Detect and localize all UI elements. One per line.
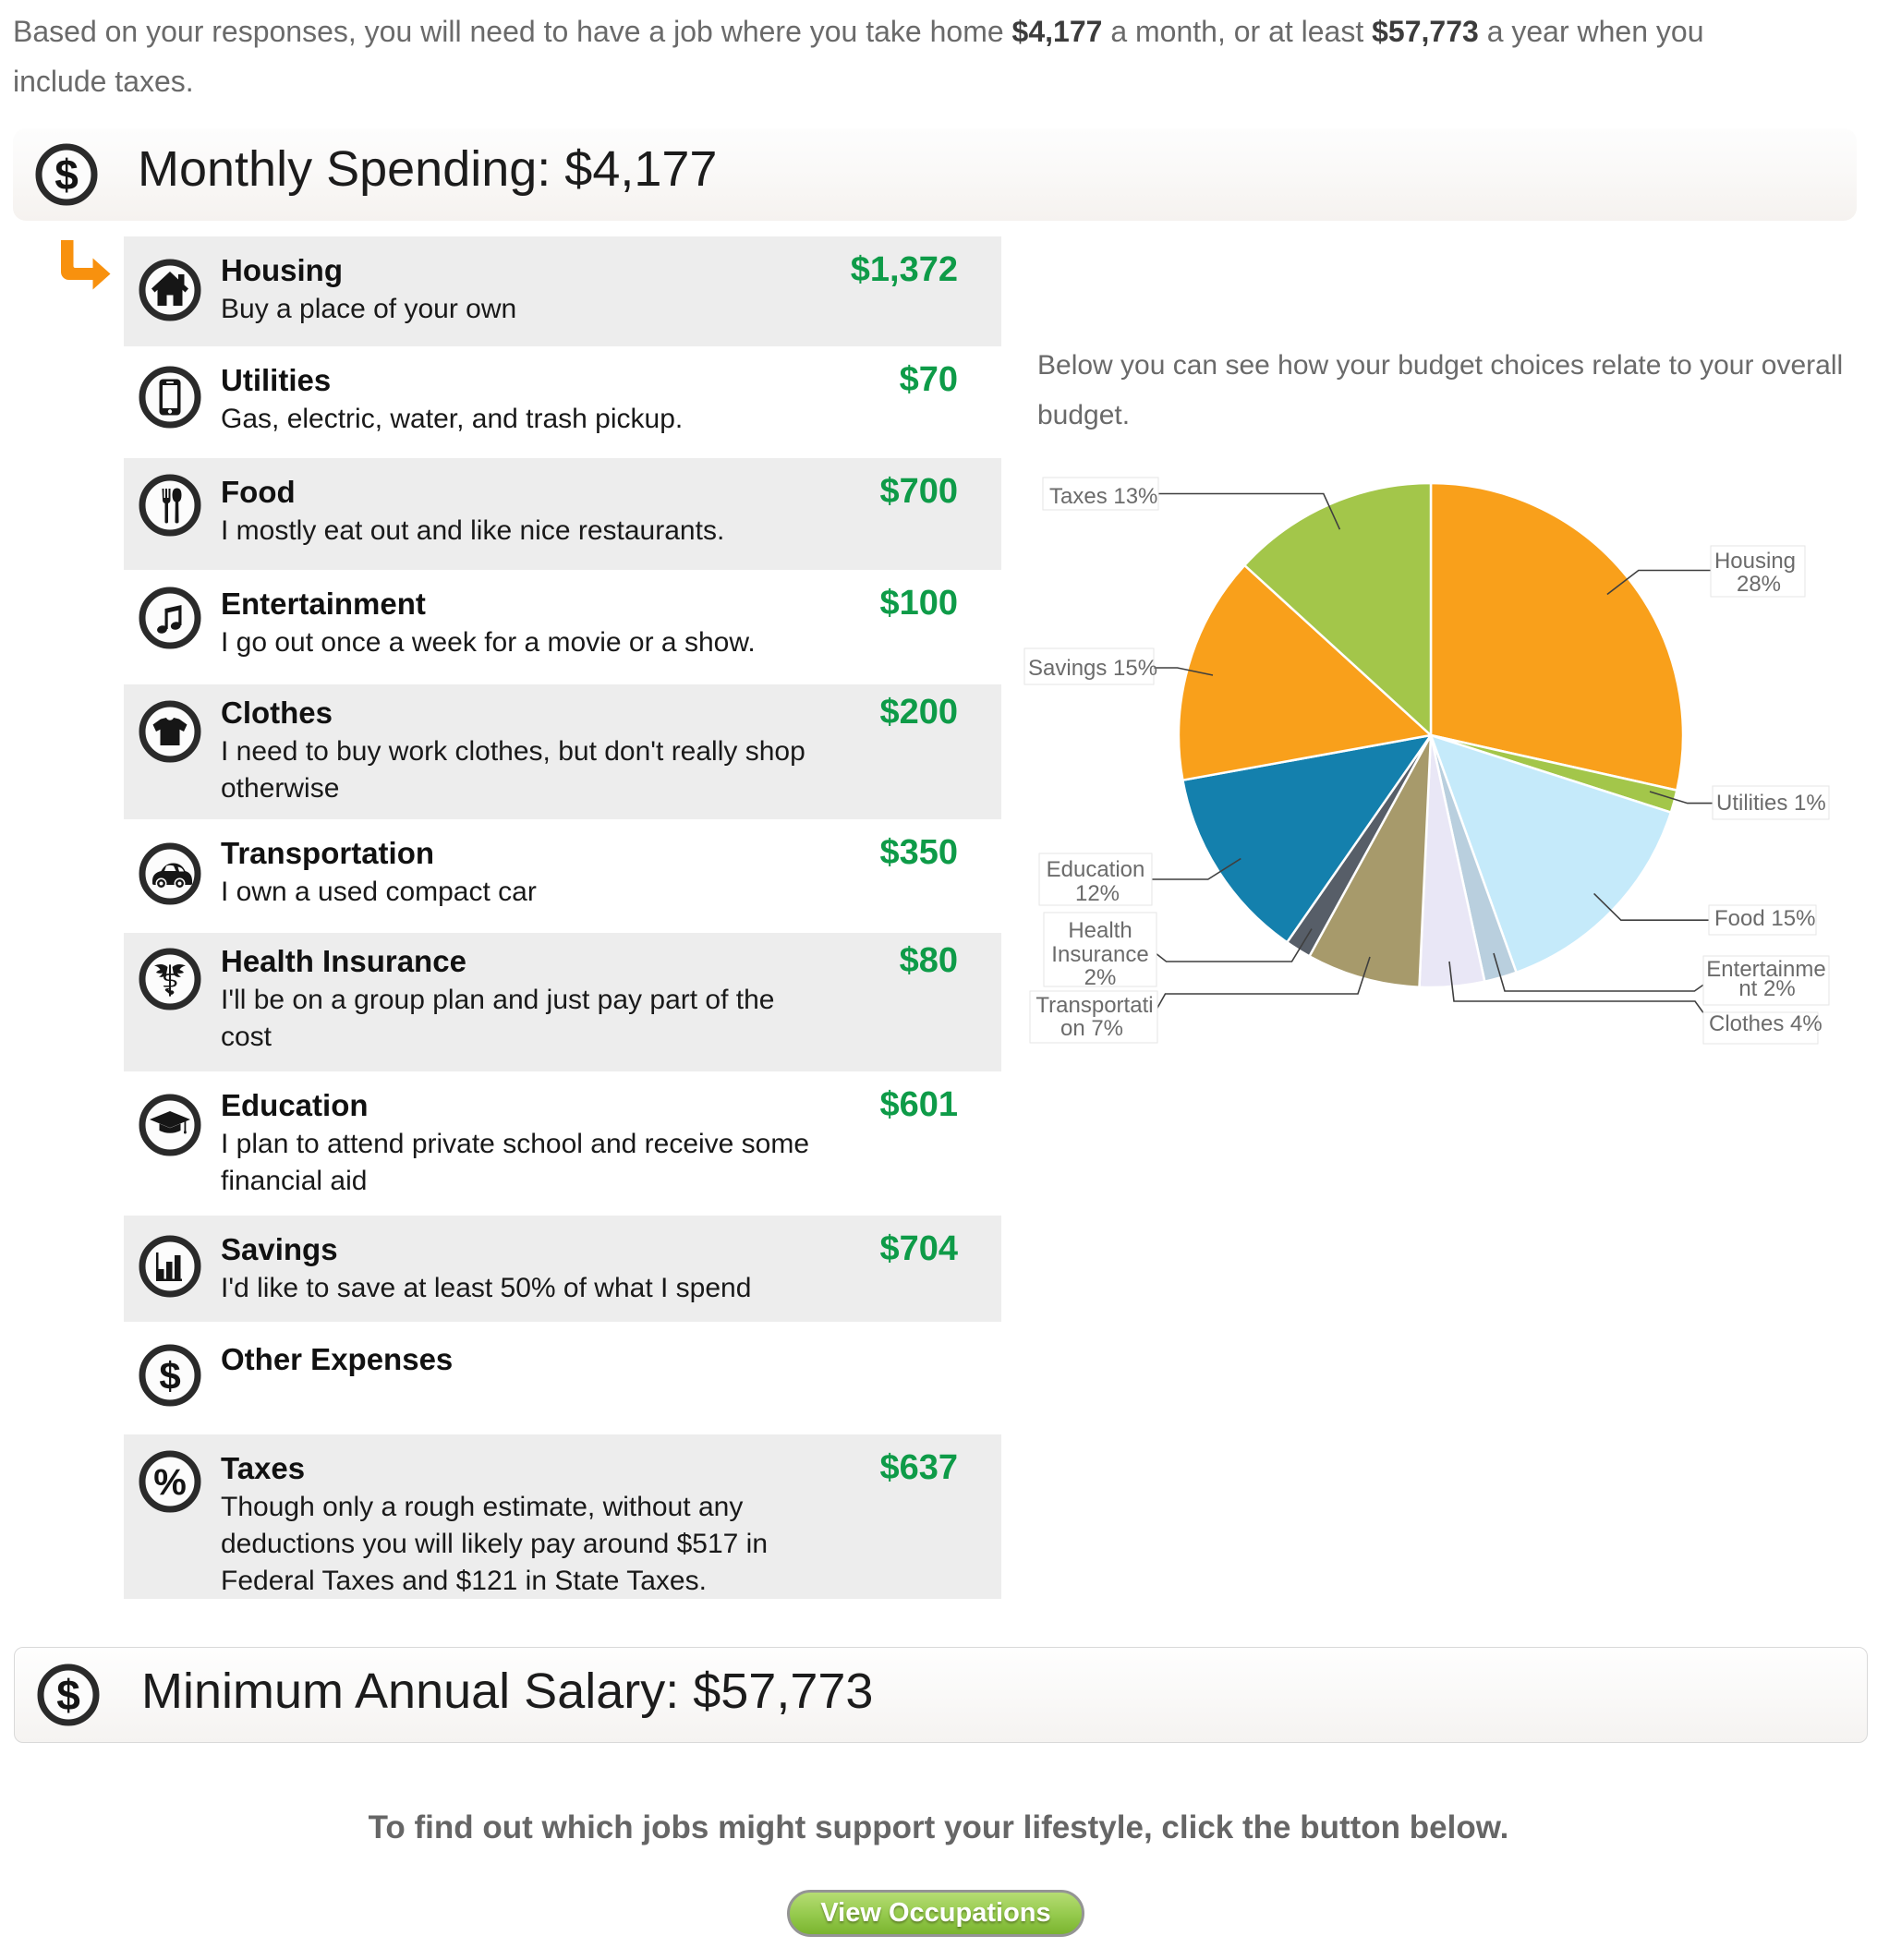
svg-text:Transportati: Transportati bbox=[1035, 993, 1153, 1018]
svg-text:2%: 2% bbox=[1084, 965, 1117, 990]
svg-text:Utilities 1%: Utilities 1% bbox=[1716, 791, 1826, 816]
svg-text:Savings 15%: Savings 15% bbox=[1028, 656, 1157, 681]
svg-text:Clothes 4%: Clothes 4% bbox=[1709, 1011, 1823, 1036]
svg-text:Insurance: Insurance bbox=[1051, 942, 1148, 967]
svg-text:%: % bbox=[153, 1462, 187, 1503]
svg-text:Housing: Housing bbox=[1714, 549, 1796, 574]
svg-text:Education: Education bbox=[1047, 857, 1145, 882]
svg-text:12%: 12% bbox=[1075, 881, 1120, 906]
svg-text:Food 15%: Food 15% bbox=[1714, 906, 1815, 931]
svg-text:on 7%: on 7% bbox=[1060, 1016, 1123, 1041]
svg-text:nt 2%: nt 2% bbox=[1738, 976, 1795, 1001]
svg-text:$: $ bbox=[54, 151, 79, 199]
svg-text:Taxes 13%: Taxes 13% bbox=[1049, 484, 1157, 509]
svg-text:Health: Health bbox=[1068, 918, 1132, 943]
svg-text:$: $ bbox=[56, 1671, 80, 1719]
svg-text:$: $ bbox=[159, 1354, 180, 1397]
svg-text:Entertainme: Entertainme bbox=[1706, 957, 1825, 982]
svg-text:28%: 28% bbox=[1737, 572, 1781, 597]
